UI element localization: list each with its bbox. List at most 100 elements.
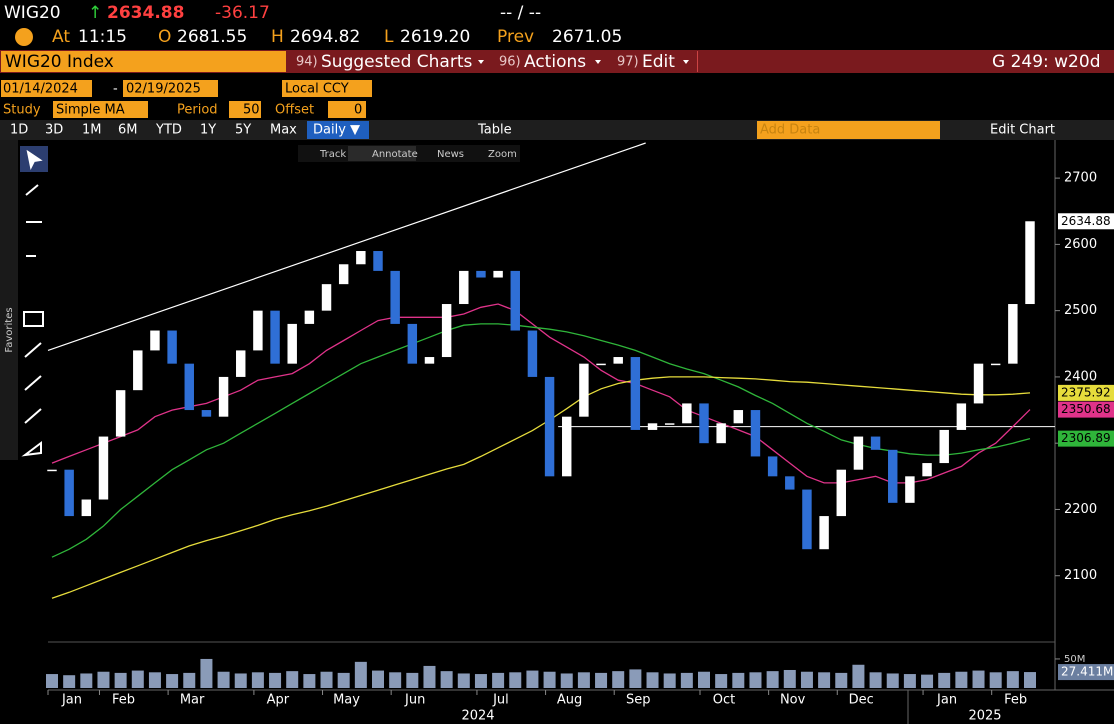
- volume-bar: [526, 670, 539, 688]
- candle: [236, 350, 246, 377]
- candle: [888, 449, 898, 503]
- year-label: 2024: [461, 709, 494, 724]
- frequency[interactable]: Daily ▼: [313, 123, 360, 138]
- frequency-box[interactable]: [307, 121, 369, 139]
- menu-item[interactable]: Suggested Charts: [321, 52, 472, 72]
- change: -36.17: [215, 3, 270, 23]
- edit-chart[interactable]: Edit Chart: [990, 123, 1055, 138]
- chart-tool[interactable]: Track: [319, 149, 346, 160]
- volume-bar: [131, 670, 144, 688]
- volume-bar: [251, 672, 264, 688]
- chart-tool[interactable]: Annotate: [372, 149, 418, 160]
- candle: [424, 357, 435, 364]
- candle: [356, 251, 366, 265]
- volume-bar: [337, 672, 350, 688]
- menu-item[interactable]: Actions: [524, 52, 586, 72]
- x-tick-label: Jun: [404, 693, 425, 708]
- range-button[interactable]: Max: [270, 123, 297, 138]
- last-value-label: 2306.89: [1061, 431, 1111, 445]
- x-tick-label: Feb: [112, 693, 135, 708]
- sidebar: [0, 140, 18, 460]
- x-tick-label: Mar: [180, 693, 205, 708]
- candle: [682, 403, 692, 424]
- currency: Local CCY: [285, 82, 349, 97]
- open: 2681.55: [177, 27, 247, 47]
- tool-icons: [20, 146, 48, 457]
- candle: [218, 376, 229, 417]
- y-tick-label: 2600: [1064, 237, 1097, 252]
- range-button[interactable]: 1M: [82, 123, 102, 138]
- volume-bar: [114, 672, 127, 688]
- range-button[interactable]: 3D: [45, 123, 63, 138]
- period-label: Period: [177, 103, 218, 118]
- volume-bar: [663, 673, 676, 688]
- period-box[interactable]: [229, 101, 261, 118]
- date-box[interactable]: [123, 80, 218, 97]
- candle: [287, 323, 297, 364]
- y-tick-label: 2200: [1064, 502, 1097, 517]
- x-tick-label: Aug: [557, 693, 582, 708]
- candle: [905, 476, 915, 503]
- volume-bar: [972, 670, 985, 688]
- range-button[interactable]: 1Y: [200, 123, 216, 138]
- volume-bar: [372, 670, 384, 688]
- x-tick-label: Nov: [780, 693, 806, 708]
- volume-tick-label: 50M: [1064, 654, 1085, 665]
- volume-bar: [818, 672, 831, 688]
- candle: [115, 390, 126, 437]
- menu-item[interactable]: Edit: [642, 52, 675, 72]
- study-label: Study: [3, 103, 41, 118]
- page-code: G 249: w20d: [992, 52, 1100, 72]
- add-data-box[interactable]: [757, 121, 940, 139]
- x-tick-label: Dec: [849, 693, 874, 708]
- study-box[interactable]: [53, 101, 148, 118]
- volume-bar: [800, 671, 813, 688]
- range-button[interactable]: YTD: [155, 123, 182, 138]
- end-date: 02/19/2025: [126, 82, 201, 97]
- low: 2619.20: [400, 27, 470, 47]
- volume-bar: [509, 672, 522, 688]
- table-button[interactable]: Table: [477, 123, 512, 138]
- candle: [510, 270, 520, 331]
- date-box[interactable]: [1, 80, 92, 97]
- range-button[interactable]: 5Y: [235, 123, 251, 138]
- currency-box[interactable]: [282, 80, 372, 97]
- y-tick-label: 2700: [1064, 171, 1097, 186]
- volume-bar: [406, 672, 419, 688]
- security-box[interactable]: [1, 51, 286, 72]
- candle: [579, 363, 589, 417]
- x-tick-label: May: [333, 693, 360, 708]
- range-button[interactable]: 6M: [118, 123, 138, 138]
- candle: [441, 304, 452, 358]
- candle: [47, 469, 57, 472]
- candle: [373, 251, 383, 271]
- offset-label: Offset: [275, 103, 314, 118]
- ticker: WIG20: [4, 3, 61, 23]
- offset-box[interactable]: [328, 101, 366, 118]
- candle: [64, 469, 74, 517]
- x-tick-label: Apr: [267, 693, 290, 708]
- last-value-flag: [1058, 430, 1114, 447]
- candle: [1025, 221, 1035, 305]
- chart-tool[interactable]: Zoom: [488, 149, 517, 160]
- security: WIG20 Index: [5, 52, 114, 72]
- candle: [184, 363, 194, 411]
- chart-tool[interactable]: News: [437, 149, 464, 160]
- volume-bar: [560, 673, 573, 688]
- clock-icon: [15, 28, 33, 46]
- candle: [819, 516, 829, 550]
- volume-bar: [680, 672, 693, 688]
- favorites[interactable]: Favorites: [4, 307, 15, 352]
- menu-num: 97): [617, 55, 639, 70]
- prev: 2671.05: [552, 27, 622, 47]
- trendline: [47, 142, 646, 351]
- candle: [459, 270, 469, 305]
- volume-bar: [577, 672, 590, 688]
- volume-bar: [629, 669, 642, 688]
- year-label: 2025: [968, 709, 1001, 724]
- candle: [733, 410, 744, 424]
- candle: [939, 429, 949, 464]
- at-label: At: [52, 27, 70, 47]
- range-button[interactable]: 1D: [10, 123, 28, 138]
